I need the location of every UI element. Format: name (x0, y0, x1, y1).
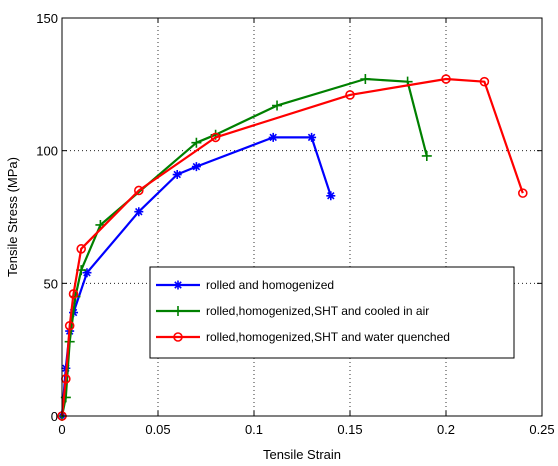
y-tick-label: 50 (44, 276, 58, 291)
data-point (60, 392, 71, 403)
data-point (64, 320, 75, 331)
data-point (68, 289, 79, 299)
x-tick-label: 0 (58, 422, 65, 437)
data-point (272, 100, 283, 111)
legend-marker (173, 332, 183, 342)
x-tick-label: 0.1 (245, 422, 263, 437)
legend-item-1: rolled and homogenized (156, 278, 334, 292)
data-point (82, 268, 92, 278)
data-point (134, 185, 144, 196)
legend-item-2: rolled,homogenized,SHT and cooled in air (156, 304, 429, 318)
y-tick-label: 100 (36, 144, 58, 159)
y-axis-title: Tensile Stress (MPa) (5, 157, 20, 277)
data-point (326, 191, 336, 201)
y-tick-label: 150 (36, 11, 58, 26)
data-point (360, 74, 371, 85)
data-point (517, 188, 528, 198)
data-point (172, 170, 182, 180)
legend: rolled and homogenized rolled,homogenized… (149, 266, 515, 359)
data-point (479, 76, 490, 87)
data-point (191, 137, 202, 148)
legend-marker (173, 280, 183, 290)
legend-marker (173, 306, 183, 316)
data-point (268, 132, 278, 142)
series-3 (57, 74, 528, 421)
axis-ticks: 0 0.05 0.1 0.15 0.2 0.25 0 50 100 150 (36, 11, 554, 437)
data-point (134, 207, 144, 217)
data-point (421, 150, 432, 161)
x-tick-label: 0.2 (437, 422, 455, 437)
legend-label: rolled,homogenized,SHT and cooled in air (206, 304, 429, 318)
data-point (76, 244, 86, 254)
legend-label: rolled and homogenized (206, 278, 334, 292)
plot-frame (61, 17, 543, 417)
x-tick-label: 0.15 (337, 422, 362, 437)
series-layer (57, 74, 528, 421)
y-tick-label: 0 (51, 409, 58, 424)
x-axis-title: Tensile Strain (263, 447, 341, 462)
data-point (441, 74, 451, 84)
data-point (345, 90, 355, 100)
data-point (307, 132, 317, 142)
legend-box (149, 266, 515, 359)
x-tick-label: 0.25 (529, 422, 554, 437)
data-point (191, 162, 201, 172)
series-line-3 (60, 77, 524, 417)
x-tick-label: 0.05 (145, 422, 170, 437)
legend-label: rolled,homogenized,SHT and water quenche… (206, 330, 450, 344)
data-point (210, 132, 221, 143)
legend-item-3: rolled,homogenized,SHT and water quenche… (156, 330, 450, 344)
